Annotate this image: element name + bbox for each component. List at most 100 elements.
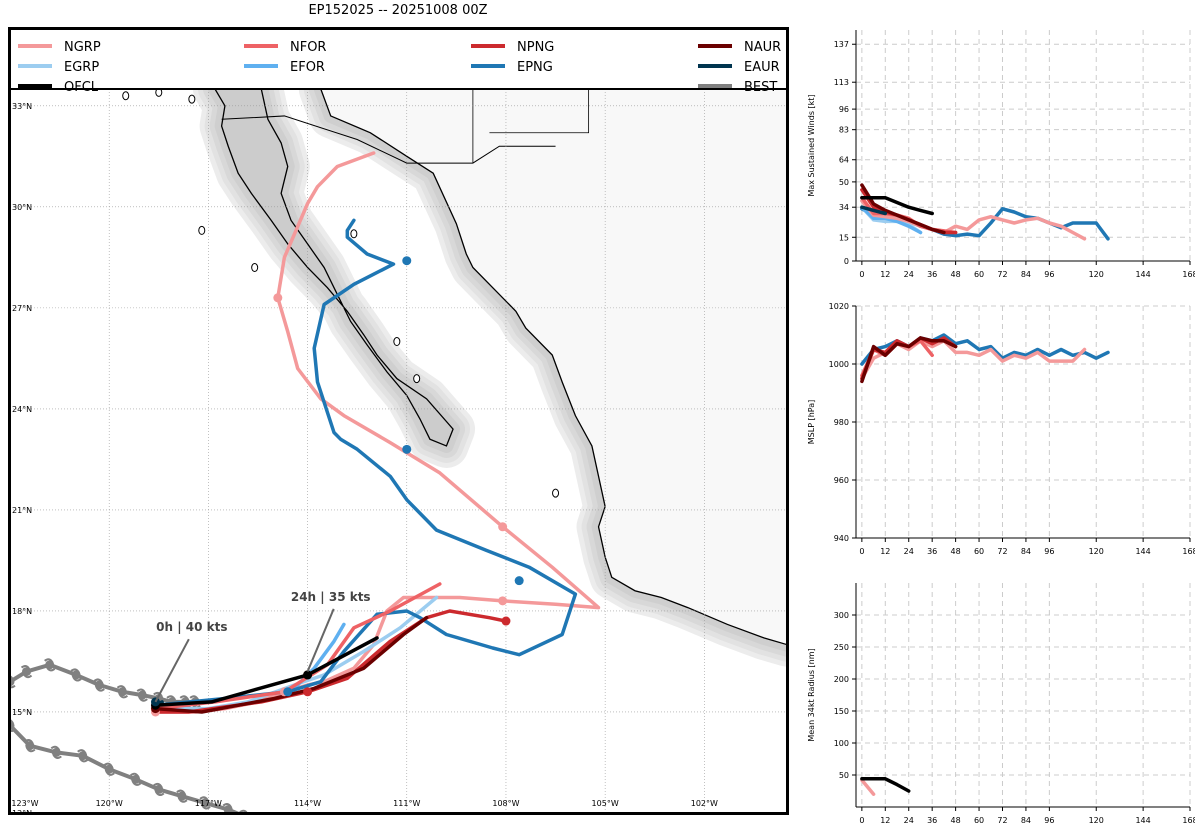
legend-label: NGRP xyxy=(64,40,101,55)
map-ytick-label: 27°N xyxy=(12,304,32,313)
xtick-label: 168 xyxy=(1182,816,1195,825)
ytick-label: 100 xyxy=(834,739,849,748)
track-epng xyxy=(153,218,578,707)
legend-label: NAUR xyxy=(744,40,781,55)
xtick-label: 120 xyxy=(1089,816,1104,825)
xtick-label: 72 xyxy=(997,270,1007,279)
legend-label: NPNG xyxy=(517,40,554,55)
series-naur xyxy=(860,336,958,384)
ytick-label: 34 xyxy=(839,203,849,212)
track-naur xyxy=(153,615,429,714)
legend-item-ofcl: OFCL xyxy=(18,80,99,95)
track-marker-epng xyxy=(283,687,293,697)
xtick-label: 24 xyxy=(904,547,914,556)
map-xtick-label: 117°W xyxy=(195,799,222,808)
series-naur xyxy=(860,183,946,235)
track-map-panel: 0h | 40 kts 24h | 35 kts 123°W 120°W 117°W 1… xyxy=(8,27,789,815)
ytick-label: 1020 xyxy=(829,302,849,311)
map-xtick-label: 102°W xyxy=(691,799,718,808)
xtick-label: 96 xyxy=(1044,547,1054,556)
xtick-label: 48 xyxy=(951,270,961,279)
ytick-label: 940 xyxy=(834,534,849,543)
legend-label: OFCL xyxy=(64,80,99,95)
figure-title: EP152025 -- 20251008 00Z xyxy=(308,3,488,18)
track-marker-npng xyxy=(303,687,313,697)
mainland-mexico xyxy=(320,89,787,646)
legend-label: EGRP xyxy=(64,60,99,75)
map-ytick-label: 15°N xyxy=(12,708,32,717)
series-ngrp xyxy=(860,199,1087,241)
legend-item-eaur: EAUR xyxy=(698,60,780,75)
xtick-label: 144 xyxy=(1135,547,1150,556)
ylabel: Max Sustained Winds [kt] xyxy=(807,94,816,196)
ytick-label: 960 xyxy=(834,476,849,485)
xtick-label: 12 xyxy=(880,816,890,825)
xtick-label: 72 xyxy=(997,816,1007,825)
xtick-label: 120 xyxy=(1089,270,1104,279)
track-marker-ofcl xyxy=(303,670,313,680)
xtick-label: 0 xyxy=(859,816,864,825)
legend-label: EAUR xyxy=(744,60,780,75)
map-xtick-label: 105°W xyxy=(592,799,619,808)
xtick-label: 60 xyxy=(974,816,984,825)
border-line xyxy=(221,115,556,164)
ylabel: Mean 34kt Radius [nm] xyxy=(807,648,816,741)
xtick-label: 36 xyxy=(927,547,937,556)
xtick-label: 144 xyxy=(1135,816,1150,825)
ytick-label: 96 xyxy=(839,105,849,114)
xtick-label: 24 xyxy=(904,270,914,279)
xtick-label: 36 xyxy=(927,816,937,825)
annotation-label: 0h | 40 kts xyxy=(156,620,227,634)
ytick-label: 980 xyxy=(834,418,849,427)
xtick-label: 36 xyxy=(927,270,937,279)
map-annotations: 0h | 40 kts 24h | 35 kts xyxy=(154,589,372,703)
map-background xyxy=(122,89,787,667)
ytick-label: 113 xyxy=(834,78,849,87)
radius-panel: 0 12 24 36 48 60 72 84 96 120 144 168 50 100 150 200 250… xyxy=(807,583,1195,825)
xtick-label: 84 xyxy=(1021,270,1031,279)
xtick-label: 48 xyxy=(951,816,961,825)
map-ytick-label: 30°N xyxy=(12,203,32,212)
map-ytick-label: 33°N xyxy=(12,102,32,111)
legend-label: BEST xyxy=(744,80,777,95)
legend-item-epng: EPNG xyxy=(471,60,553,75)
ytick-label: 83 xyxy=(839,126,849,135)
ytick-label: 50 xyxy=(839,178,849,187)
xtick-label: 24 xyxy=(904,816,914,825)
map-xtick-label: 108°W xyxy=(492,799,519,808)
mslp-panel: 0 12 24 36 48 60 72 84 96 120 144 168 940 960 980 1000 1… xyxy=(807,302,1195,556)
ytick-label: 250 xyxy=(834,643,849,652)
series-efor xyxy=(860,205,923,235)
track-marker-npng xyxy=(501,616,511,626)
legend-item-ngrp: NGRP xyxy=(18,40,101,55)
legend-label: NFOR xyxy=(290,40,326,55)
xtick-label: 96 xyxy=(1044,270,1054,279)
map-frame xyxy=(8,27,789,815)
map-xtick-label: 114°W xyxy=(294,799,321,808)
ytick-label: 0 xyxy=(844,257,849,266)
max-wind-panel: 0 12 24 36 48 60 72 84 96 120 144 168 0 15 34 50 64 83 96 1… xyxy=(807,30,1195,279)
map-xtick-label: 120°W xyxy=(96,799,123,808)
legend-item-nfor: NFOR xyxy=(244,40,326,55)
series-eaur xyxy=(860,205,888,216)
xtick-label: 0 xyxy=(859,547,864,556)
track-marker-epng xyxy=(514,576,524,586)
map-xtick-label: 123°W xyxy=(11,799,38,808)
ylabel: MSLP [hPa] xyxy=(807,400,816,444)
track-marker-epng xyxy=(402,256,412,266)
xtick-label: 84 xyxy=(1021,816,1031,825)
legend-item-naur: NAUR xyxy=(698,40,781,55)
xtick-label: 60 xyxy=(974,270,984,279)
xtick-label: 12 xyxy=(880,547,890,556)
track-marker-ngrp xyxy=(498,522,508,532)
legend: NGRP NFOR NPNG NAUR EGRP EFOR EPNG EAUR OFCL BEST xyxy=(18,40,781,95)
map-gridlines xyxy=(10,89,787,813)
ytick-label: 64 xyxy=(839,156,849,165)
ytick-label: 150 xyxy=(834,707,849,716)
track-marker-ngrp xyxy=(498,596,508,606)
annotation-arrow xyxy=(154,638,190,703)
legend-label: EFOR xyxy=(290,60,325,75)
annotation-label: 24h | 35 kts xyxy=(291,590,371,604)
ytick-label: 137 xyxy=(834,40,849,49)
map-ytick-label: 24°N xyxy=(12,405,32,414)
